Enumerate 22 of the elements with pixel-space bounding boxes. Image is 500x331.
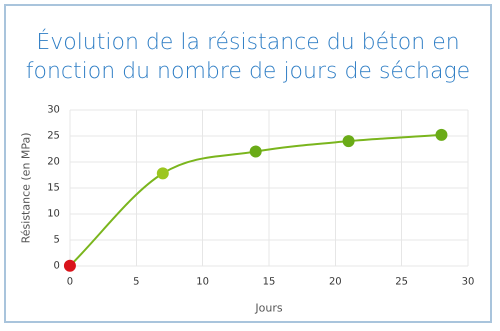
x-axis-title: Jours <box>254 301 283 314</box>
x-tick-label: 10 <box>196 276 209 288</box>
y-tick-label: 10 <box>47 208 60 220</box>
x-tick-label: 15 <box>262 276 276 288</box>
y-axis-title: Résistance (en MPa) <box>19 132 32 244</box>
y-tick-label: 25 <box>47 130 60 142</box>
y-tick-label: 15 <box>47 182 60 194</box>
chart-title: Évolution de la résistance du béton en fonction du nombre de jours de séchage <box>24 28 472 86</box>
point <box>64 260 76 272</box>
point <box>435 128 448 141</box>
y-tick-label: 5 <box>54 234 60 246</box>
point <box>342 135 355 148</box>
point <box>156 167 169 180</box>
y-tick-label: 0 <box>54 260 60 272</box>
y-tick-label: 30 <box>47 104 60 116</box>
x-tick-label: 5 <box>133 276 140 288</box>
x-tick-label: 20 <box>328 276 342 288</box>
x-tick-label: 25 <box>395 276 408 288</box>
y-tick-label: 20 <box>47 156 60 168</box>
x-tick-label: 0 <box>66 276 74 288</box>
point <box>250 146 262 158</box>
x-tick-label: 30 <box>462 276 474 288</box>
